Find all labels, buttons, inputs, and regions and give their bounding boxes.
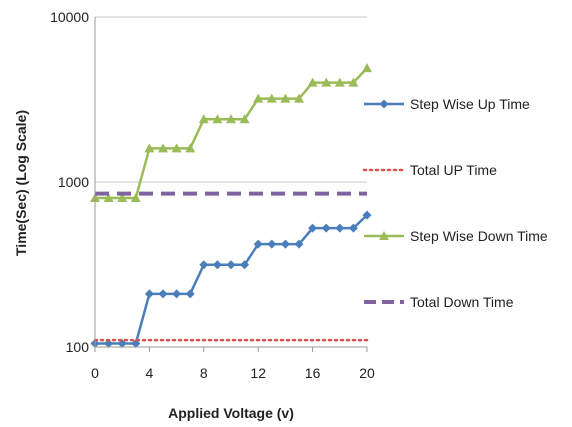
data-point bbox=[104, 339, 114, 349]
data-point bbox=[334, 77, 345, 87]
data-point bbox=[362, 210, 372, 220]
data-point bbox=[348, 77, 359, 87]
x-tick-label: 0 bbox=[91, 365, 99, 381]
series-line bbox=[95, 67, 368, 200]
data-point bbox=[280, 93, 291, 103]
x-tick-label: 16 bbox=[305, 365, 321, 381]
data-point bbox=[240, 260, 250, 270]
data-point bbox=[294, 239, 304, 249]
tick-labels: 100 1000 10000 0 4 8 12 16 20 bbox=[50, 9, 375, 381]
legend-marker bbox=[379, 99, 389, 109]
data-point bbox=[158, 143, 168, 153]
data-point bbox=[267, 239, 277, 249]
x-tick-label: 4 bbox=[146, 365, 154, 381]
data-point bbox=[321, 77, 332, 87]
series-step-wise-up-time bbox=[90, 210, 372, 349]
data-point bbox=[253, 93, 264, 103]
data-point bbox=[144, 143, 155, 153]
legend-item: Step Wise Up Time bbox=[364, 96, 530, 112]
legend-item: Step Wise Down Time bbox=[364, 228, 548, 244]
data-point bbox=[212, 260, 222, 270]
data-point bbox=[307, 77, 318, 87]
data-point bbox=[199, 260, 209, 270]
series-layer bbox=[90, 63, 372, 349]
data-point bbox=[158, 289, 168, 299]
gridlines bbox=[95, 16, 367, 183]
axes bbox=[94, 17, 368, 352]
data-point bbox=[335, 223, 345, 233]
data-point bbox=[266, 93, 277, 103]
data-point bbox=[185, 289, 195, 299]
legend-label: Step Wise Up Time bbox=[410, 96, 530, 112]
data-point bbox=[171, 143, 182, 153]
data-point bbox=[103, 192, 114, 202]
data-point bbox=[239, 114, 250, 124]
data-point bbox=[348, 223, 358, 233]
y-tick-label: 10000 bbox=[50, 9, 89, 25]
legend: Step Wise Up Time Total UP Time Step Wise … bbox=[362, 96, 548, 310]
y-tick-label: 100 bbox=[66, 339, 90, 355]
data-point bbox=[212, 114, 223, 124]
legend-label: Total UP Time bbox=[410, 162, 497, 178]
legend-item: Total Down Time bbox=[364, 294, 514, 310]
legend-marker bbox=[379, 231, 389, 240]
data-point bbox=[294, 93, 304, 103]
data-point bbox=[280, 239, 290, 249]
series-line bbox=[95, 214, 368, 345]
series-step-wise-down-time bbox=[90, 63, 372, 202]
data-point bbox=[226, 114, 236, 124]
data-point bbox=[144, 289, 154, 299]
data-point bbox=[198, 114, 209, 124]
data-point bbox=[226, 260, 236, 270]
x-tick-label: 12 bbox=[250, 365, 266, 381]
legend-item: Total UP Time bbox=[362, 162, 497, 178]
data-point bbox=[253, 239, 263, 249]
data-point bbox=[130, 192, 141, 202]
x-tick-label: 8 bbox=[200, 365, 208, 381]
y-tick-label: 1000 bbox=[58, 174, 89, 190]
data-point bbox=[117, 192, 128, 202]
data-point bbox=[362, 63, 372, 73]
legend-label: Step Wise Down Time bbox=[410, 228, 548, 244]
legend-label: Total Down Time bbox=[410, 294, 514, 310]
y-axis-title: Time(Sec) (Log Scale) bbox=[13, 110, 29, 256]
data-point bbox=[185, 143, 196, 153]
x-tick-label: 20 bbox=[359, 365, 375, 381]
data-point bbox=[172, 289, 182, 299]
data-point bbox=[308, 223, 318, 233]
data-point bbox=[321, 223, 331, 233]
x-axis-title: Applied Voltage (v) bbox=[168, 405, 294, 421]
